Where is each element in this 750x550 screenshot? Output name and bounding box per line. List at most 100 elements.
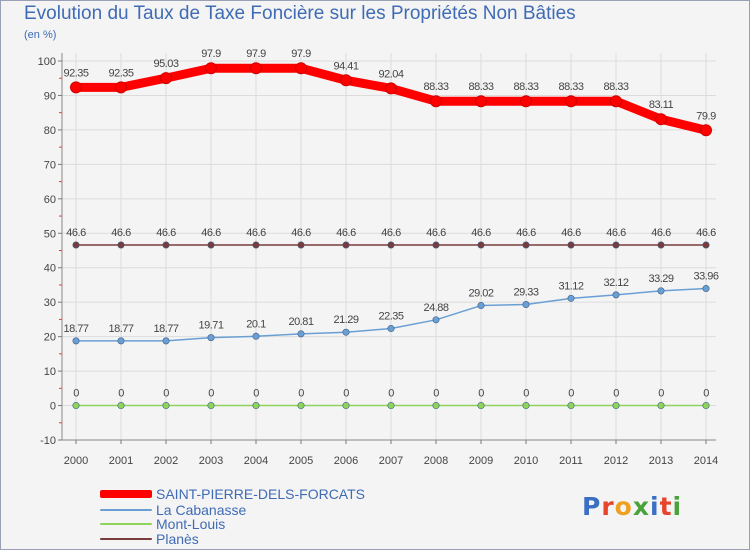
data-point — [342, 328, 350, 336]
x-tick-label: 2003 — [199, 455, 223, 467]
legend-swatch — [100, 538, 152, 540]
data-point — [387, 241, 395, 249]
data-label: 97.9 — [246, 48, 266, 60]
legend-label: SAINT-PIERRE-DELS-FORCATS — [156, 486, 365, 502]
x-tick-label: 2010 — [514, 455, 538, 467]
data-point — [297, 241, 305, 249]
data-point — [297, 330, 305, 338]
data-point — [70, 81, 82, 94]
data-label: 46.6 — [696, 227, 716, 239]
logo-letter: o — [614, 492, 633, 521]
data-point — [432, 241, 440, 249]
data-label: 88.33 — [468, 81, 493, 93]
data-point — [207, 334, 215, 342]
data-label: 24.88 — [423, 302, 448, 314]
data-point — [657, 241, 665, 249]
data-point — [117, 241, 125, 249]
data-point — [475, 95, 487, 108]
data-label: 88.33 — [603, 81, 628, 93]
x-tick-label: 2009 — [469, 455, 493, 467]
data-point — [387, 402, 395, 410]
data-point — [162, 337, 170, 345]
data-label: 0 — [388, 388, 394, 400]
proxiti-logo: Proxiti — [582, 492, 682, 521]
data-label: 29.33 — [513, 286, 538, 298]
data-point — [162, 241, 170, 249]
data-label: 46.6 — [471, 227, 491, 239]
data-point — [657, 287, 665, 295]
data-label: 29.02 — [468, 288, 493, 300]
y-tick-label: 60 — [44, 194, 56, 206]
data-point — [72, 241, 80, 249]
legend-label: Planès — [156, 531, 199, 547]
x-tick-label: 2007 — [379, 455, 403, 467]
chart-title: Evolution du Taux de Taxe Foncière sur l… — [24, 3, 576, 24]
data-label: 19.71 — [198, 320, 223, 332]
data-label: 92.35 — [108, 67, 133, 79]
data-label: 46.6 — [336, 227, 356, 239]
data-label: 33.96 — [693, 271, 718, 283]
data-label: 18.77 — [153, 323, 178, 335]
data-point — [160, 72, 172, 85]
data-point — [340, 74, 352, 87]
data-point — [252, 402, 260, 410]
data-label: 46.6 — [516, 227, 536, 239]
data-label: 46.6 — [426, 227, 446, 239]
data-point — [207, 241, 215, 249]
data-point — [612, 402, 620, 410]
logo-letter: i — [672, 492, 683, 521]
legend-swatch — [100, 490, 152, 498]
data-point — [432, 316, 440, 324]
data-point — [565, 95, 577, 108]
data-point — [342, 402, 350, 410]
data-point — [612, 291, 620, 299]
data-point — [522, 300, 530, 308]
y-tick-label: 90 — [44, 90, 56, 102]
data-label: 83.11 — [649, 99, 674, 111]
data-point — [702, 285, 710, 293]
data-point — [477, 402, 485, 410]
data-label: 18.77 — [63, 323, 88, 335]
data-label: 46.6 — [291, 227, 311, 239]
data-point — [297, 402, 305, 410]
y-tick-label: 0 — [50, 401, 56, 413]
data-label: 0 — [118, 388, 124, 400]
data-label: 0 — [298, 388, 304, 400]
y-tick-label: 50 — [44, 228, 56, 240]
data-point — [430, 95, 442, 108]
y-tick-label: 40 — [44, 263, 56, 275]
data-point — [700, 124, 712, 137]
data-label: 79.9 — [696, 110, 716, 122]
data-point — [522, 241, 530, 249]
x-tick-label: 2006 — [334, 455, 358, 467]
logo-letter: t — [659, 492, 673, 521]
data-label: 0 — [568, 388, 574, 400]
data-point — [342, 241, 350, 249]
legend-item: SAINT-PIERRE-DELS-FORCATS — [100, 486, 365, 502]
data-label: 92.04 — [378, 68, 403, 80]
data-label: 46.6 — [381, 227, 401, 239]
data-label: 0 — [613, 388, 619, 400]
data-point — [117, 402, 125, 410]
data-label: 0 — [433, 388, 439, 400]
data-point — [385, 82, 397, 95]
data-label: 20.1 — [246, 318, 266, 330]
data-point — [567, 241, 575, 249]
legend-label: Mont-Louis — [156, 516, 226, 532]
y-tick-label: 100 — [38, 56, 56, 68]
data-point — [252, 332, 260, 340]
data-point — [610, 95, 622, 108]
y-tick-label: 20 — [44, 332, 56, 344]
data-point — [612, 241, 620, 249]
data-label: 94.41 — [333, 60, 358, 72]
legend-swatch — [100, 509, 152, 511]
x-tick-label: 2004 — [244, 455, 268, 467]
data-label: 0 — [658, 388, 664, 400]
data-label: 46.6 — [111, 227, 131, 239]
x-tick-label: 2011 — [559, 455, 583, 467]
data-label: 22.35 — [378, 311, 403, 323]
data-label: 88.33 — [513, 81, 538, 93]
x-tick-label: 2000 — [64, 455, 88, 467]
data-point — [477, 302, 485, 310]
